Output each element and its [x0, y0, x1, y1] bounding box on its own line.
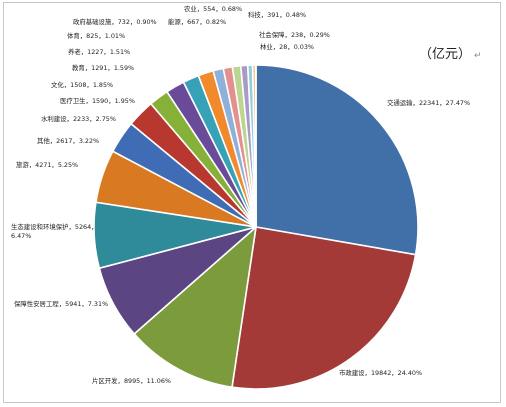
pie-slices [93, 64, 419, 390]
data-label-政府基础设施: 政府基础设施，732，0.90% [73, 17, 157, 26]
data-label-体育: 体育，825，1.01% [67, 31, 125, 40]
data-label-片区开发: 片区开发，8995，11.06% [92, 376, 171, 385]
pie-slice-交通运输 [255, 64, 419, 256]
data-label-保障性安居工程: 保障性安居工程，5941，7.31% [14, 299, 108, 308]
data-label-养老: 养老，1227，1.51% [68, 47, 130, 56]
data-label-社会保障: 社会保障，238，0.29% [259, 30, 330, 39]
data-label-科技: 科技，391，0.48% [248, 10, 306, 19]
chart-frame: 交通运输，22341，27.47% 市政建设，19842，24.40% 片区开发… [3, 2, 501, 403]
unit-label: （亿元） ↵ [419, 47, 482, 62]
data-labels: 交通运输，22341，27.47% 市政建设，19842，24.40% 片区开发… [11, 4, 470, 385]
data-label-生态建设和环境保护: 生态建设和环境保护，5264， [11, 222, 98, 231]
pie-slice-市政建设 [231, 226, 417, 390]
data-label-其他: 其他，2617，3.22% [37, 136, 99, 145]
data-label-旅游: 旅游，4271，5.25% [16, 160, 78, 169]
data-label-林业: 林业，28，0.03% [260, 42, 314, 51]
data-label-农业: 农业，554，0.68% [184, 4, 242, 13]
pie-chart: 交通运输，22341，27.47% 市政建设，19842，24.40% 片区开发… [11, 4, 482, 390]
unit-label-text: （亿元） [419, 47, 471, 62]
pie-slice-片区开发 [133, 226, 257, 389]
data-label-市政建设: 市政建设，19842，24.40% [339, 368, 422, 377]
data-label-教育: 教育，1291，1.59% [72, 63, 134, 72]
data-label-能源: 能源，667，0.82% [168, 17, 226, 26]
unit-label-mark: ↵ [474, 51, 482, 61]
data-label-交通运输: 交通运输，22341，27.47% [387, 98, 470, 107]
data-label-医疗卫生: 医疗卫生，1590，1.95% [60, 96, 135, 105]
data-label-文化: 文化，1508，1.85% [51, 80, 113, 89]
data-label-水利建设: 水利建设，2233，2.75% [41, 114, 116, 123]
data-label-生态建设和环境保护-pct: 6.47% [11, 232, 31, 240]
